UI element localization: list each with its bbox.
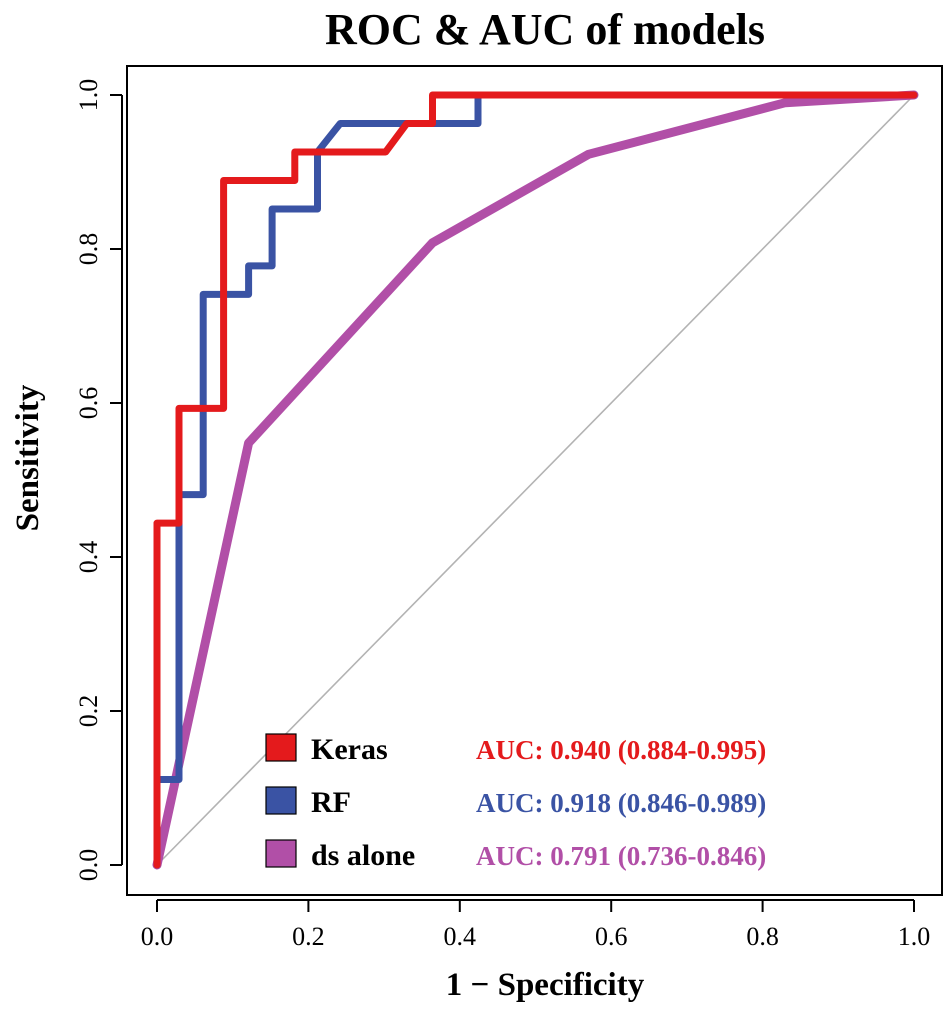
auc-label-keras: AUC: 0.940 (0.884-0.995) bbox=[476, 735, 766, 765]
chart-title: ROC & AUC of models bbox=[325, 5, 765, 54]
legend-label-rf: RF bbox=[311, 786, 351, 819]
x-tick-label: 0.4 bbox=[444, 922, 477, 951]
y-tick-label: 0.2 bbox=[74, 695, 103, 728]
legend-label-ds-alone: ds alone bbox=[311, 839, 415, 872]
y-tick-label: 0.0 bbox=[74, 849, 103, 882]
x-tick-label: 0.6 bbox=[595, 922, 628, 951]
x-tick-label: 0.0 bbox=[141, 922, 174, 951]
x-tick-label: 0.8 bbox=[746, 922, 779, 951]
series-line-ds-alone bbox=[152, 90, 919, 870]
x-axis-label: 1 − Specificity bbox=[446, 967, 645, 1003]
x-axis: 0.0 0.2 0.4 0.6 0.8 1.0 bbox=[141, 899, 931, 951]
series-line-keras bbox=[153, 91, 918, 869]
series-layer bbox=[152, 90, 919, 870]
plot-frame bbox=[126, 65, 943, 896]
y-tick-label: 1.0 bbox=[74, 79, 103, 112]
auc-label-rf: AUC: 0.918 (0.846-0.989) bbox=[476, 788, 766, 818]
y-axis: 0.0 0.2 0.4 0.6 0.8 1.0 bbox=[74, 79, 123, 882]
x-tick-label: 1.0 bbox=[898, 922, 931, 951]
legend: Keras AUC: 0.940 (0.884-0.995) RF AUC: 0.91… bbox=[265, 733, 766, 872]
x-tick-label: 0.2 bbox=[292, 922, 325, 951]
legend-swatch-ds-alone bbox=[265, 839, 297, 868]
legend-swatch-rf bbox=[265, 786, 297, 815]
y-axis-label: Sensitivity bbox=[10, 384, 46, 531]
legend-label-keras: Keras bbox=[311, 733, 388, 766]
y-tick-label: 0.8 bbox=[74, 233, 103, 266]
auc-label-ds-alone: AUC: 0.791 (0.736-0.846) bbox=[476, 841, 766, 871]
y-tick-label: 0.6 bbox=[74, 387, 103, 420]
y-tick-label: 0.4 bbox=[74, 541, 103, 574]
legend-swatch-keras bbox=[265, 733, 297, 762]
